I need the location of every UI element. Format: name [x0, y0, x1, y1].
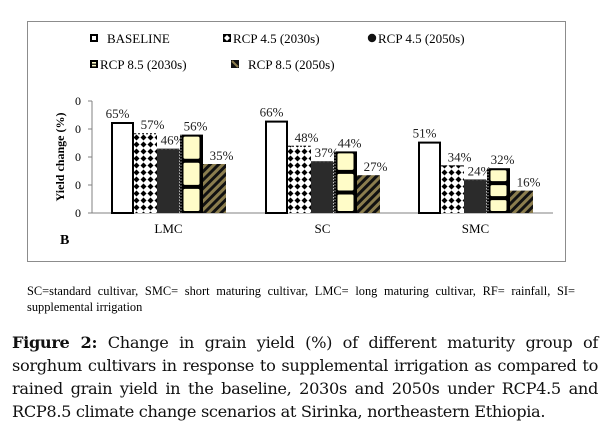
bar-group-lmc: 65% 57%46%56%35%	[106, 106, 234, 214]
data-label: 44%	[338, 135, 362, 150]
legend-label: RCP 8.5 (2050s)	[248, 57, 335, 72]
bar-fill	[418, 141, 441, 214]
bar-fill	[265, 120, 288, 214]
bar	[311, 161, 334, 213]
data-label: 37%	[315, 145, 339, 160]
y-tick-label: 0	[75, 206, 81, 220]
bar-cell	[182, 161, 201, 186]
bar-fill	[357, 175, 380, 213]
category-labels: LMC SC SMC	[154, 221, 489, 236]
data-label: 27%	[364, 159, 388, 174]
legend-swatch	[90, 34, 98, 42]
legend-swatch-mark	[231, 60, 239, 68]
legend-label: RCP 8.5 (2030s)	[100, 57, 187, 72]
chart-legend: BASELINE RCP 4.5 (2030s) RCP 4.5 (2050s) RC…	[90, 31, 465, 72]
y-tick-label: 0	[75, 122, 81, 136]
bar-cell	[182, 187, 201, 213]
legend-item: RCP 8.5 (2050s)	[231, 57, 335, 72]
bar	[357, 175, 380, 213]
bar-cell	[336, 152, 355, 171]
bar-cell	[336, 172, 355, 192]
caption-text: Change in grain yield (%) of different m…	[12, 333, 598, 421]
bar-fill	[311, 161, 334, 213]
bar-fill	[464, 179, 487, 213]
bar-fill	[510, 190, 533, 213]
bar	[111, 122, 134, 214]
y-tick-label: 0	[75, 178, 81, 192]
data-label: 32%	[491, 152, 515, 167]
bar	[265, 120, 288, 214]
data-label: 16%	[517, 175, 541, 190]
bar	[180, 134, 203, 213]
y-tick-label: 0	[75, 94, 81, 108]
category-label: SC	[315, 221, 331, 236]
bar-fill	[441, 165, 464, 213]
bar	[510, 190, 533, 213]
legend-label: BASELINE	[107, 31, 170, 46]
bar	[487, 168, 510, 213]
data-label: 65%	[106, 106, 130, 121]
data-label: 51%	[413, 126, 437, 141]
legend-item: RCP 8.5 (2030s)	[90, 57, 187, 72]
category-label: SMC	[462, 221, 489, 236]
bar-fill	[111, 122, 134, 214]
bar-cell	[336, 193, 355, 212]
legend-swatch-mark	[92, 64, 96, 67]
figure-label: Figure 2:	[12, 333, 98, 352]
bars: 65% 57%46%56%35% 66% 48%37%44%27% 51% 34%24%3…	[106, 105, 541, 214]
bar	[418, 141, 441, 214]
category-label: LMC	[154, 221, 182, 236]
bar-cell	[182, 135, 201, 160]
data-label: 24%	[468, 163, 492, 178]
bar-cell	[489, 184, 508, 198]
legend-item: RCP 4.5 (2050s)	[367, 31, 465, 46]
legend-swatch-mark	[224, 35, 230, 41]
data-label: 46%	[161, 133, 185, 148]
bar-fill	[288, 145, 311, 213]
data-label: 48%	[295, 130, 319, 145]
y-axis-label: Yield change (%)	[53, 113, 67, 202]
bar	[464, 179, 487, 213]
chart-footnote: SC=standard cultivar, SMC= short maturin…	[27, 284, 575, 314]
bar-cell	[489, 199, 508, 212]
bar-chart: BASELINE RCP 4.5 (2030s) RCP 4.5 (2050s) RC…	[53, 31, 553, 248]
bar	[203, 164, 226, 213]
legend-item: BASELINE	[90, 31, 170, 46]
data-label: 34%	[448, 149, 472, 164]
bar-group-smc: 51% 34%24%32%16%	[413, 126, 541, 214]
legend-swatch	[367, 33, 377, 43]
panel-label: B	[60, 233, 69, 248]
data-label: 57%	[141, 117, 165, 132]
legend-label: RCP 4.5 (2030s)	[233, 31, 320, 46]
bar	[334, 151, 357, 213]
data-label: 35%	[210, 148, 234, 163]
data-label: 66%	[260, 105, 284, 120]
bar-fill	[203, 164, 226, 213]
y-ticks: 0 0 0 0 0	[75, 94, 92, 220]
data-label: 56%	[184, 119, 208, 134]
y-tick-label: 0	[75, 150, 81, 164]
bar	[157, 148, 180, 213]
figure-caption: Figure 2: Change in grain yield (%) of d…	[12, 331, 598, 423]
bar	[441, 165, 464, 213]
legend-swatch-mark	[92, 62, 96, 64]
bar	[288, 145, 311, 213]
bar	[134, 133, 157, 213]
bar-group-sc: 66% 48%37%44%27%	[260, 105, 388, 214]
bar-fill	[157, 148, 180, 213]
bar-cell	[489, 169, 508, 183]
legend-swatch	[90, 60, 98, 68]
legend-label: RCP 4.5 (2050s)	[378, 31, 465, 46]
bar-fill	[134, 133, 157, 213]
legend-item: RCP 4.5 (2030s)	[223, 31, 320, 46]
chart-frame: BASELINE RCP 4.5 (2030s) RCP 4.5 (2050s) RC…	[27, 21, 566, 262]
